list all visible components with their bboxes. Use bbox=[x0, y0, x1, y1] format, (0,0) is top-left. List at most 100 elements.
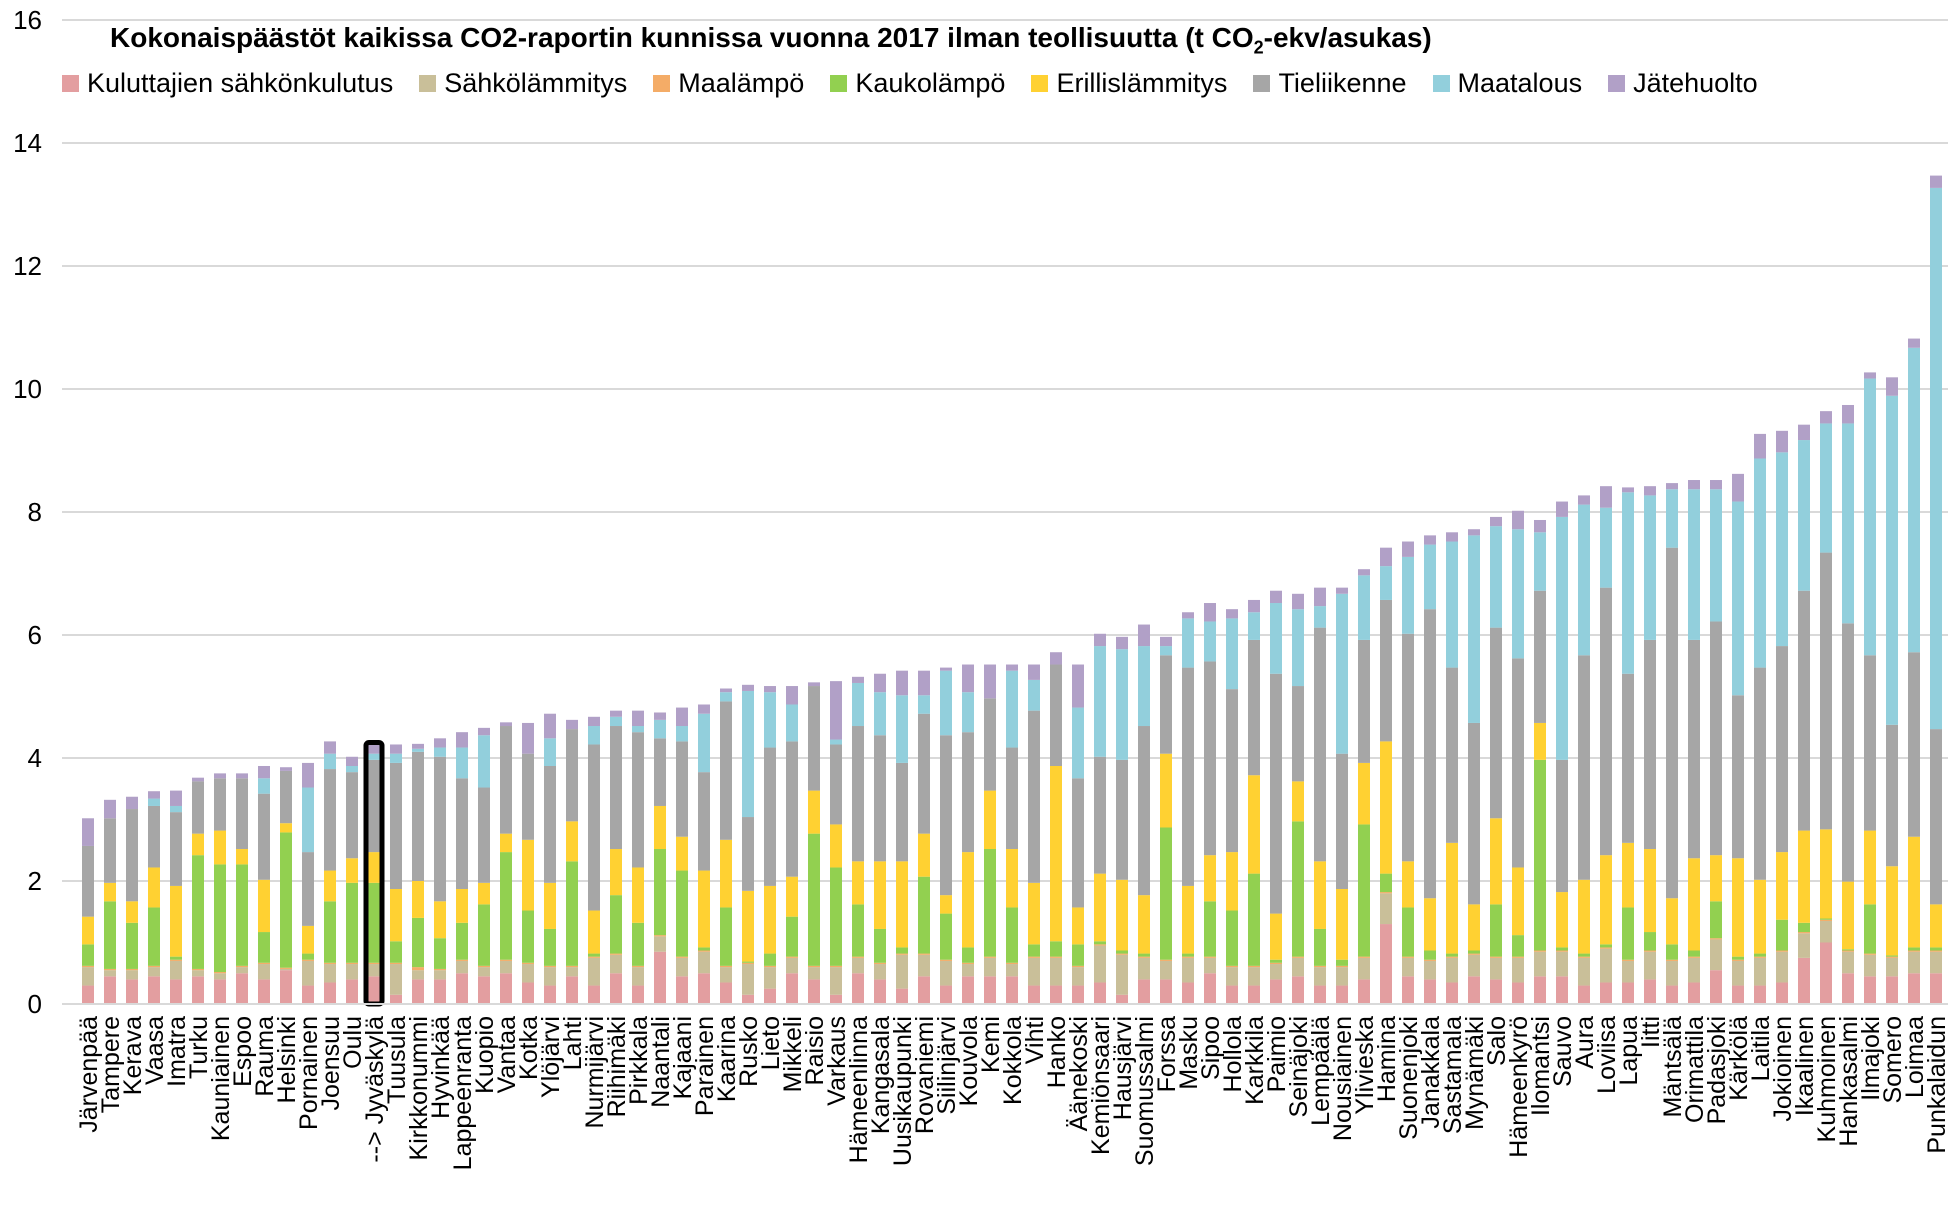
bar-segment bbox=[412, 967, 424, 971]
bar-segment bbox=[852, 726, 864, 862]
bar-segment bbox=[1754, 879, 1766, 954]
bar-segment bbox=[896, 954, 908, 989]
legend-label: Erillislämmitys bbox=[1056, 68, 1228, 98]
bar-segment bbox=[1666, 898, 1678, 945]
bar-segment bbox=[852, 904, 864, 957]
bar-segment bbox=[1666, 489, 1678, 548]
x-tick-label: Mynämäki bbox=[1461, 1016, 1489, 1130]
bar-segment bbox=[588, 726, 600, 745]
bar-segment bbox=[1468, 950, 1480, 954]
bar-segment bbox=[1006, 849, 1018, 908]
bar-segment bbox=[896, 670, 908, 696]
bar-segment bbox=[1908, 951, 1920, 974]
bar-segment bbox=[324, 870, 336, 902]
bar-segment bbox=[1028, 664, 1040, 680]
bar-segment bbox=[390, 753, 402, 763]
legend-label: Maalämpö bbox=[678, 68, 805, 98]
bar-segment bbox=[1688, 489, 1700, 640]
bar-segment bbox=[1072, 707, 1084, 779]
bar-segment bbox=[1006, 670, 1018, 748]
bar-segment bbox=[544, 738, 556, 766]
bar-segment bbox=[1358, 569, 1370, 576]
bar-segment bbox=[412, 881, 424, 918]
bar-segment bbox=[1666, 960, 1678, 986]
bar-segment bbox=[1446, 667, 1458, 843]
bar-segment bbox=[698, 870, 710, 948]
bar-segment bbox=[1490, 526, 1502, 628]
bar-segment bbox=[984, 957, 996, 977]
bar-segment bbox=[1490, 516, 1502, 527]
bar-segment bbox=[1842, 404, 1854, 424]
bar-segment bbox=[676, 957, 688, 977]
bar-segment bbox=[214, 778, 226, 831]
bar-segment bbox=[1028, 957, 1040, 986]
bar-segment bbox=[456, 778, 468, 889]
bar-segment bbox=[1138, 646, 1150, 727]
x-tick-label: Kouvola bbox=[955, 1016, 983, 1106]
bar-segment bbox=[1622, 487, 1634, 493]
bar-segment bbox=[346, 772, 358, 859]
bar-segment bbox=[918, 713, 930, 834]
bar-segment bbox=[478, 965, 490, 968]
chart-title-subscript: 2 bbox=[1253, 37, 1264, 58]
bar-segment bbox=[632, 965, 644, 968]
bar-segment bbox=[1776, 982, 1788, 1004]
bar-segment bbox=[1688, 982, 1700, 1004]
bar-segment bbox=[1754, 957, 1766, 986]
bar-segment bbox=[324, 753, 336, 770]
bar-segment bbox=[1116, 954, 1128, 995]
bar-segment bbox=[632, 710, 644, 727]
legend-label: Maatalous bbox=[1457, 68, 1583, 98]
bar-segment bbox=[720, 967, 732, 983]
bar-segment bbox=[1622, 959, 1634, 961]
bar-segment bbox=[1644, 849, 1656, 933]
bar-segment bbox=[82, 845, 94, 917]
x-tick-label: Hankasalmi bbox=[1835, 1016, 1863, 1147]
bar-segment bbox=[478, 967, 490, 977]
bar-segment bbox=[1424, 544, 1436, 610]
bar-segment bbox=[610, 973, 622, 1004]
bar-segment bbox=[1072, 967, 1084, 986]
bar-segment bbox=[544, 965, 556, 968]
bar-segment bbox=[280, 832, 292, 968]
bar-segment bbox=[1094, 982, 1106, 1004]
bar-segment bbox=[1776, 430, 1788, 453]
bar-segment bbox=[192, 833, 204, 856]
x-tick-label: Rauma bbox=[251, 1016, 279, 1097]
bar-segment bbox=[368, 882, 380, 963]
bar-segment bbox=[1578, 655, 1590, 880]
legend-item: Maatalous bbox=[1432, 68, 1583, 99]
bar-segment bbox=[808, 833, 820, 966]
bar-segment bbox=[742, 962, 754, 965]
bar-segment bbox=[720, 692, 732, 702]
bar-segment bbox=[896, 861, 908, 948]
bar-segment bbox=[1534, 519, 1546, 533]
chart-title-tail: -ekv/asukas) bbox=[1263, 22, 1432, 53]
bar-segment bbox=[170, 956, 182, 960]
bar-segment bbox=[1842, 949, 1854, 951]
bar-segment bbox=[742, 817, 754, 891]
bar-segment bbox=[676, 956, 688, 958]
bar-segment bbox=[1138, 726, 1150, 896]
bar-segment bbox=[654, 935, 666, 937]
bar-segment bbox=[456, 732, 468, 748]
bar-segment bbox=[324, 964, 336, 983]
bar-segment bbox=[390, 762, 402, 889]
x-tick-label: Laitila bbox=[1747, 1016, 1775, 1081]
bar-segment bbox=[456, 973, 468, 1004]
bar-segment bbox=[632, 732, 644, 868]
bar-segment bbox=[698, 704, 710, 714]
bar-segment bbox=[764, 965, 776, 968]
bar-segment bbox=[1094, 646, 1106, 757]
bar-segment bbox=[830, 824, 842, 868]
bar-segment bbox=[1534, 759, 1546, 951]
bar-segment bbox=[1842, 973, 1854, 1004]
bar-segment bbox=[170, 979, 182, 1004]
bar-segment bbox=[126, 970, 138, 980]
chart-title: Kokonaispäästöt kaikissa CO2-raportin ku… bbox=[110, 22, 1432, 59]
bar-segment bbox=[830, 681, 842, 740]
bar-segment bbox=[302, 787, 314, 853]
bar-segment bbox=[1380, 924, 1392, 1004]
bar-segment bbox=[1446, 541, 1458, 668]
